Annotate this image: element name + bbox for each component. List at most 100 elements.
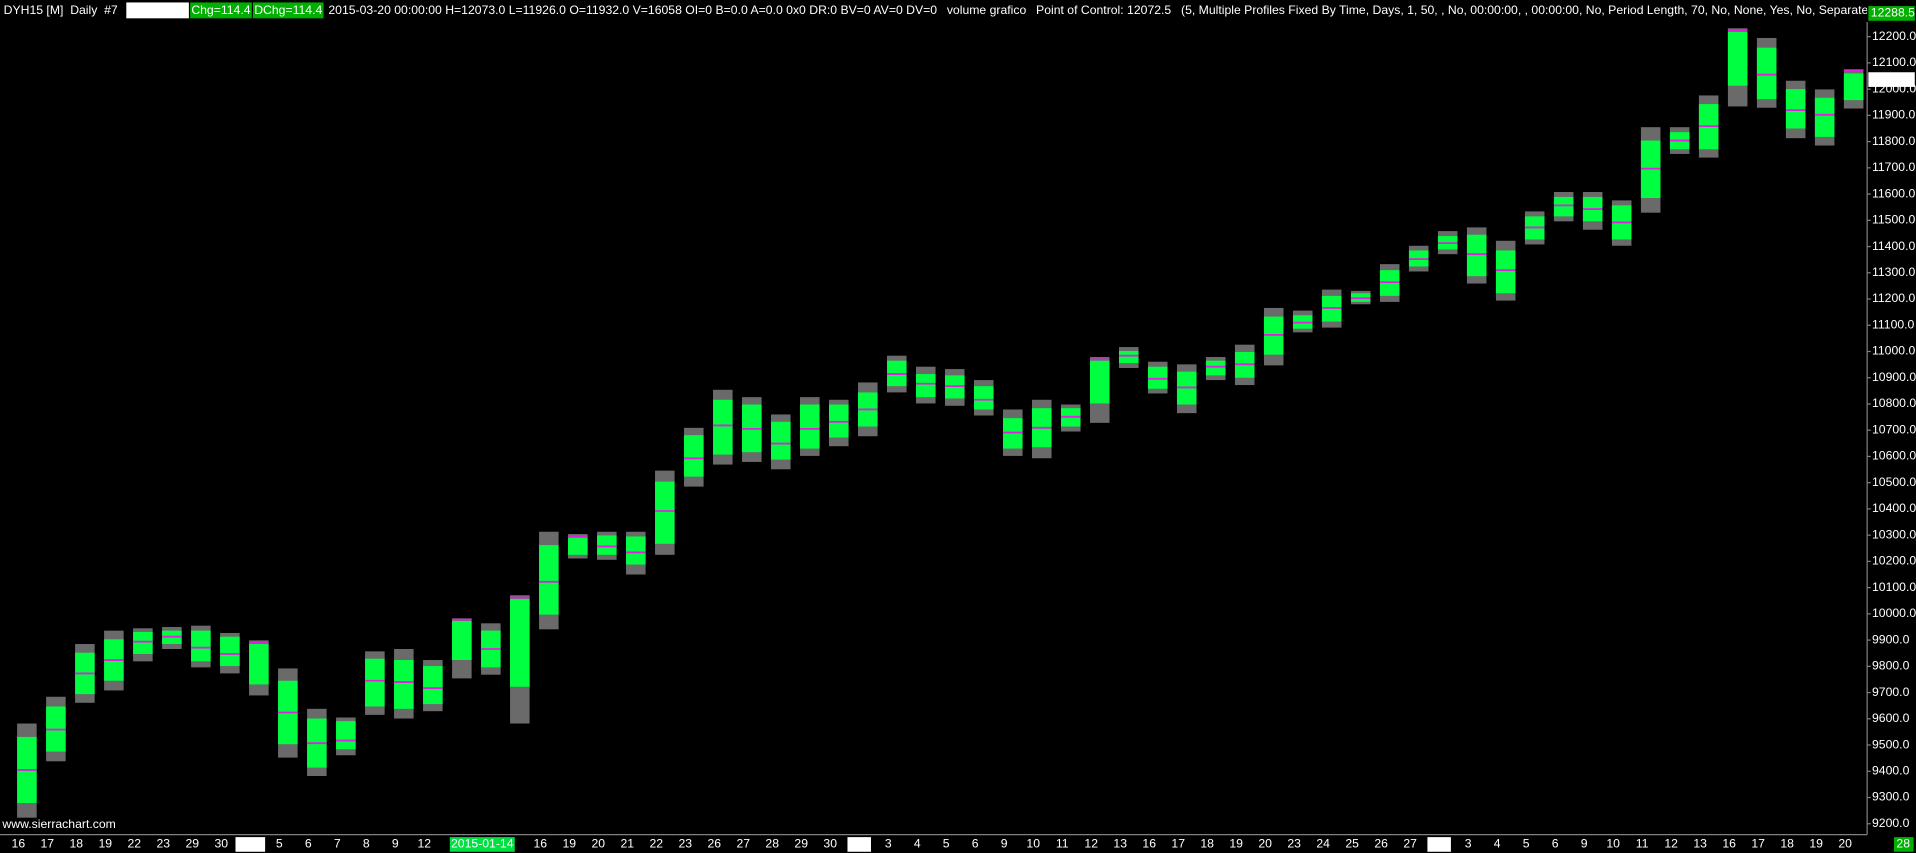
value-area <box>626 536 646 565</box>
close-value: C=12036.4 <box>128 3 188 17</box>
x-tick-label: 17 <box>1171 837 1185 851</box>
x-tick-label: 19 <box>1229 837 1243 851</box>
x-tick-box <box>449 837 515 852</box>
y-tick-label: 11600.0 <box>1872 186 1915 200</box>
y-tick-label: 9400.0 <box>1872 764 1910 778</box>
x-tick-label: 18 <box>1200 837 1214 851</box>
y-tick-label: 10700.0 <box>1872 422 1916 436</box>
value-area <box>568 537 588 555</box>
x-tick-label: 19 <box>562 837 576 851</box>
symbol: DYH15 [M] Daily #7 <box>4 3 118 17</box>
x-tick-label: 10 <box>1026 837 1040 851</box>
x-tick-label: 29 <box>186 837 200 851</box>
study-inputs: (5, Multiple Profiles Fixed By Time, Day… <box>1181 3 1916 17</box>
value-area <box>1785 89 1806 129</box>
x-tick-label: 3 <box>885 837 892 851</box>
value-area <box>1089 360 1110 404</box>
x-tick-label: 6 <box>305 837 312 851</box>
x-tick-label: 12 <box>1084 837 1098 851</box>
x-tick-label: 30 <box>823 837 837 851</box>
x-tick-label: 12 <box>417 837 431 851</box>
scale-top-box <box>1868 6 1915 21</box>
x-tick-label: 21 <box>620 837 634 851</box>
x-tick-label: 5 <box>276 837 283 851</box>
y-tick-label: 10800.0 <box>1872 396 1916 410</box>
value-area <box>1118 350 1139 364</box>
value-area <box>394 660 414 709</box>
last-price-label: 12036.4 <box>1871 72 1915 86</box>
y-tick-label: 11100.0 <box>1872 317 1915 331</box>
header: DYH15 [M] Daily #7 C=12036.4 Chg=114.4 DChg… <box>4 2 1916 19</box>
x-tick-label: 9 <box>1001 837 1008 851</box>
y-tick-label: 9600.0 <box>1872 711 1910 725</box>
x-tick-label: 2015 <box>237 837 264 851</box>
y-tick-label: 10500.0 <box>1872 475 1916 489</box>
x-tick-label: 11 <box>1056 837 1069 851</box>
value-area <box>423 666 443 705</box>
corner-box <box>1894 837 1914 852</box>
x-tick-box <box>235 837 266 852</box>
value-area <box>249 644 269 685</box>
x-tick-box <box>1427 837 1451 852</box>
y-tick-label: 12200.0 <box>1872 29 1916 43</box>
close-value-box <box>126 2 189 19</box>
y-tick-label: 11200.0 <box>1872 291 1915 305</box>
x-tick-label: 29 <box>794 837 808 851</box>
x-tick-label: 25 <box>1345 837 1359 851</box>
y-tick-label: 9500.0 <box>1872 737 1910 751</box>
y-tick-label: 11300.0 <box>1872 265 1915 279</box>
study-name: volume grafico <box>947 3 1027 17</box>
x-tick-label: 6 <box>972 837 979 851</box>
x-tick-label: 9 <box>1581 837 1588 851</box>
x-tick-label: 20 <box>591 837 605 851</box>
x-tick-label: Feb <box>849 837 870 851</box>
y-tick-label: 10000.0 <box>1872 606 1916 620</box>
y-tick-label: 10400.0 <box>1872 501 1916 515</box>
corner-label: 28 <box>1896 837 1910 851</box>
value-area <box>713 399 733 455</box>
value-area <box>771 421 791 460</box>
x-tick-label: 19 <box>99 837 113 851</box>
scale-top-label: 12288.5 <box>1871 6 1915 20</box>
value-area <box>800 404 820 449</box>
value-area <box>684 435 704 477</box>
x-tick-label: 5 <box>1523 837 1530 851</box>
x-tick-label: 18 <box>70 837 84 851</box>
x-tick-label: 18 <box>1780 837 1794 851</box>
y-tick-label: 11700.0 <box>1872 160 1915 174</box>
x-tick-label: 5 <box>943 837 950 851</box>
x-tick-label: 20 <box>1838 837 1852 851</box>
x-tick-label: 27 <box>1403 837 1417 851</box>
value-area <box>510 598 530 687</box>
value-area <box>133 631 153 654</box>
value-area <box>1205 360 1226 376</box>
x-tick-label: 26 <box>1374 837 1388 851</box>
x-tick-label: 7 <box>334 837 341 851</box>
change-value: Chg=114.4 <box>191 3 250 17</box>
x-tick-label: 22 <box>649 837 663 851</box>
value-area <box>655 481 675 544</box>
value-area <box>1147 366 1168 389</box>
x-tick-label: 23 <box>678 837 692 851</box>
watermark: www.sierrachart.com <box>1 817 115 831</box>
x-tick-label: 19 <box>1809 837 1823 851</box>
value-area <box>597 535 617 555</box>
y-tick-label: 11000.0 <box>1872 344 1915 358</box>
value-area <box>916 374 936 398</box>
y-tick-label: 10100.0 <box>1872 580 1916 594</box>
bar-info: 2015-03-20 00:00:00 H=12073.0 L=11926.0 … <box>328 3 937 17</box>
y-tick-label: 9800.0 <box>1872 659 1910 673</box>
y-tick-label: 12100.0 <box>1872 55 1916 69</box>
x-tick-label: 28 <box>765 837 779 851</box>
x-tick-label: 22 <box>128 837 142 851</box>
x-tick-label: 4 <box>1494 837 1501 851</box>
x-tick-label: 16 <box>1142 837 1156 851</box>
x-tick-label: 26 <box>707 837 721 851</box>
value-area <box>1814 97 1835 137</box>
x-tick-label: 17 <box>1751 837 1765 851</box>
x-tick-label: 11 <box>1636 837 1649 851</box>
y-tick-label: 11800.0 <box>1872 134 1915 148</box>
x-tick-label: 6 <box>1552 837 1559 851</box>
value-area <box>336 721 356 750</box>
x-tick-label: 4 <box>914 837 921 851</box>
